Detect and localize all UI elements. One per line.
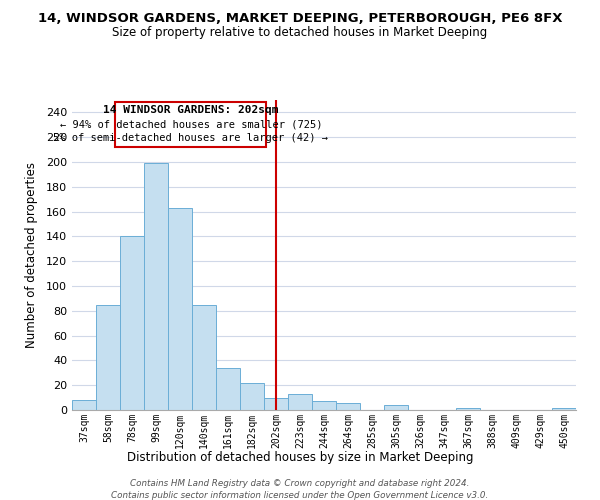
Bar xyxy=(552,408,576,410)
Bar xyxy=(192,304,216,410)
Bar xyxy=(120,236,144,410)
Y-axis label: Number of detached properties: Number of detached properties xyxy=(25,162,38,348)
Text: Distribution of detached houses by size in Market Deeping: Distribution of detached houses by size … xyxy=(127,451,473,464)
Text: Size of property relative to detached houses in Market Deeping: Size of property relative to detached ho… xyxy=(112,26,488,39)
Text: Contains public sector information licensed under the Open Government Licence v3: Contains public sector information licen… xyxy=(112,490,488,500)
Bar xyxy=(96,304,120,410)
Text: 14, WINDSOR GARDENS, MARKET DEEPING, PETERBOROUGH, PE6 8FX: 14, WINDSOR GARDENS, MARKET DEEPING, PET… xyxy=(38,12,562,26)
Bar xyxy=(312,402,336,410)
Bar xyxy=(168,208,192,410)
Bar xyxy=(288,394,312,410)
Bar xyxy=(216,368,240,410)
Bar xyxy=(264,398,288,410)
Text: 14 WINDSOR GARDENS: 202sqm: 14 WINDSOR GARDENS: 202sqm xyxy=(103,105,278,115)
Bar xyxy=(336,402,360,410)
Bar xyxy=(384,405,408,410)
Bar xyxy=(144,163,168,410)
Text: ← 94% of detached houses are smaller (725): ← 94% of detached houses are smaller (72… xyxy=(59,119,322,129)
Bar xyxy=(72,400,96,410)
Bar xyxy=(240,382,264,410)
Bar xyxy=(456,408,480,410)
Text: 5% of semi-detached houses are larger (42) →: 5% of semi-detached houses are larger (4… xyxy=(53,133,328,143)
Text: Contains HM Land Registry data © Crown copyright and database right 2024.: Contains HM Land Registry data © Crown c… xyxy=(130,480,470,488)
FancyBboxPatch shape xyxy=(115,102,266,147)
